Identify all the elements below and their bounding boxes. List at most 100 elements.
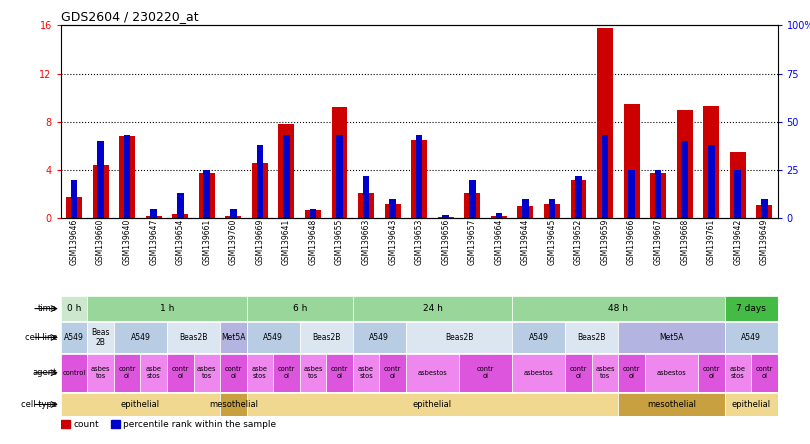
Text: asbe
stos: asbe stos	[358, 366, 374, 379]
Text: GSM139649: GSM139649	[760, 218, 769, 265]
Text: mesothelial: mesothelial	[209, 400, 258, 409]
Bar	[203, 170, 210, 218]
Text: GSM139656: GSM139656	[441, 218, 450, 265]
Text: contr
ol: contr ol	[118, 366, 136, 379]
Bar	[140, 354, 167, 392]
Text: contr
ol: contr ol	[224, 366, 242, 379]
Text: Met5A: Met5A	[221, 333, 245, 342]
Bar	[194, 354, 220, 392]
Text: contr
ol: contr ol	[172, 366, 189, 379]
Bar	[177, 193, 184, 218]
Bar	[353, 354, 379, 392]
Text: GSM139643: GSM139643	[388, 218, 397, 265]
Bar	[518, 206, 533, 218]
Bar	[512, 296, 724, 321]
Bar	[61, 420, 70, 428]
Text: 1 h: 1 h	[160, 304, 174, 313]
Text: asbe
stos: asbe stos	[730, 366, 746, 379]
Text: asbestos: asbestos	[418, 370, 447, 376]
Text: GSM139663: GSM139663	[361, 218, 371, 265]
Bar	[565, 322, 618, 353]
Bar	[246, 354, 273, 392]
Text: GSM139659: GSM139659	[600, 218, 609, 265]
Bar	[284, 135, 290, 218]
Bar	[66, 197, 82, 218]
Bar	[650, 173, 666, 218]
Text: asbes
tos: asbes tos	[595, 366, 615, 379]
Text: A549: A549	[263, 333, 283, 342]
Bar	[512, 322, 565, 353]
Text: A549: A549	[741, 333, 761, 342]
Text: GSM139664: GSM139664	[494, 218, 503, 265]
Text: A549: A549	[529, 333, 548, 342]
Text: GSM139761: GSM139761	[706, 218, 716, 265]
Bar	[220, 354, 246, 392]
Bar	[730, 152, 746, 218]
Bar	[246, 296, 353, 321]
Text: GSM139641: GSM139641	[282, 218, 291, 265]
Bar	[645, 354, 698, 392]
Text: GSM139654: GSM139654	[176, 218, 185, 265]
Text: contr
ol: contr ol	[756, 366, 773, 379]
Bar	[698, 354, 724, 392]
Bar	[437, 217, 454, 218]
Bar	[570, 180, 586, 218]
Bar	[385, 204, 401, 218]
Bar	[379, 354, 406, 392]
Bar	[230, 209, 237, 218]
Bar	[629, 170, 635, 218]
Text: epithelial: epithelial	[413, 400, 452, 409]
Bar	[167, 322, 220, 353]
Bar	[70, 180, 77, 218]
Bar	[751, 354, 778, 392]
Text: Met5A: Met5A	[659, 333, 684, 342]
Text: GSM139646: GSM139646	[70, 218, 79, 265]
Bar	[416, 135, 423, 218]
Bar	[757, 205, 772, 218]
Text: GSM139669: GSM139669	[255, 218, 264, 265]
Bar	[146, 216, 162, 218]
Bar	[279, 124, 294, 218]
Bar	[676, 110, 693, 218]
Text: contr
ol: contr ol	[623, 366, 640, 379]
Bar	[273, 354, 300, 392]
Bar	[326, 354, 353, 392]
Text: asbe
stos: asbe stos	[252, 366, 268, 379]
Bar	[220, 322, 246, 353]
Text: GSM139660: GSM139660	[96, 218, 105, 265]
Bar	[708, 145, 714, 218]
Bar	[624, 104, 640, 218]
Text: epithelial: epithelial	[731, 400, 770, 409]
Bar	[300, 354, 326, 392]
Bar	[548, 199, 555, 218]
Bar	[681, 141, 688, 218]
Bar	[496, 213, 502, 218]
Text: contr
ol: contr ol	[702, 366, 720, 379]
Text: A549: A549	[130, 333, 151, 342]
Text: GSM139668: GSM139668	[680, 218, 689, 265]
Text: Beas2B: Beas2B	[312, 333, 340, 342]
Bar	[411, 140, 427, 218]
Bar	[703, 106, 719, 218]
Text: agent: agent	[32, 368, 58, 377]
Bar	[761, 199, 768, 218]
Bar	[565, 354, 592, 392]
Text: GSM139640: GSM139640	[122, 218, 131, 265]
Text: epithelial: epithelial	[121, 400, 160, 409]
Bar	[442, 214, 449, 218]
Text: GSM139666: GSM139666	[627, 218, 636, 265]
Bar	[735, 170, 741, 218]
Text: GSM139760: GSM139760	[229, 218, 238, 265]
Bar	[575, 176, 582, 218]
Bar	[469, 180, 475, 218]
Text: contr
ol: contr ol	[477, 366, 494, 379]
Text: percentile rank within the sample: percentile rank within the sample	[123, 420, 276, 429]
Bar	[87, 296, 246, 321]
Text: 6 h: 6 h	[292, 304, 307, 313]
Bar	[92, 165, 109, 218]
Bar	[406, 322, 512, 353]
Bar	[97, 141, 104, 218]
Bar	[336, 135, 343, 218]
Text: asbes
tos: asbes tos	[197, 366, 216, 379]
Bar	[124, 135, 130, 218]
